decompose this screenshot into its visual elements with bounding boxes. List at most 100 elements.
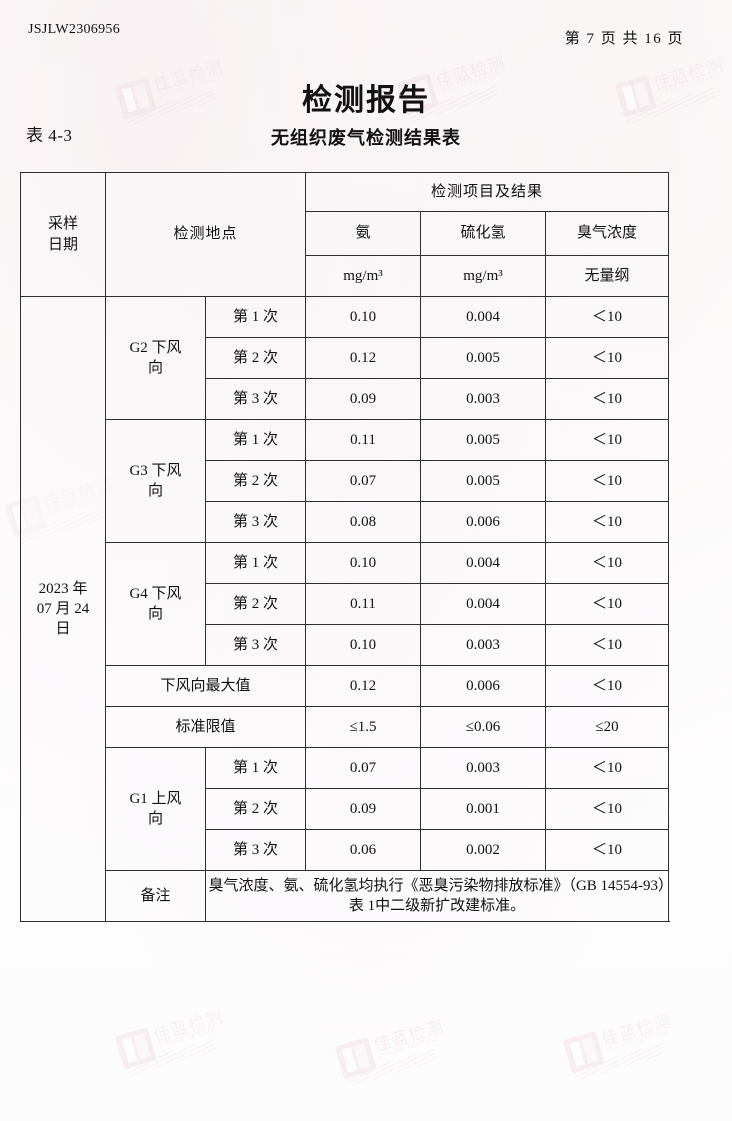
watermark-subtext: JIALAN TESTING	[378, 1035, 441, 1060]
cell-ammonia: 0.09	[305, 378, 422, 420]
cell-odor: ＜10	[545, 337, 670, 379]
cell-ammonia: 0.11	[305, 419, 422, 461]
sampling-date-line3: 日	[55, 621, 71, 638]
cell-ammonia: 0.06	[305, 829, 422, 871]
header-sampling-date: 采样 日期	[20, 172, 106, 297]
cell-odor: ＜10	[545, 624, 670, 666]
cell-odor: ＜10	[545, 419, 670, 461]
watermark-logo-icon	[334, 1037, 377, 1080]
table-row: 第 3 次 0.08 0.006 ＜10	[21, 501, 670, 543]
cell-run-label: 第 3 次	[204, 829, 307, 871]
table-row: 第 3 次 0.06 0.002 ＜10	[21, 829, 670, 871]
cell-h2s: 0.001	[420, 788, 547, 830]
watermark: 佳蓝检测 JIALAN TESTING	[562, 1011, 694, 1081]
cell-ammonia: 0.08	[305, 501, 422, 543]
cell-location-group-g3: G3 下风 向	[105, 419, 206, 543]
cell-odor: ＜10	[545, 665, 670, 707]
header-item-h2s: 硫化氢	[420, 211, 547, 256]
cell-odor: ＜10	[545, 542, 670, 584]
table-row: 第 2 次 0.12 0.005 ＜10	[21, 337, 670, 379]
header-sampling-date-line1: 采样	[47, 216, 78, 233]
table-row: G3 下风 向 第 1 次 0.11 0.005 ＜10	[21, 419, 670, 543]
header-item-odor: 臭气浓度	[545, 211, 670, 256]
group-g3-line1: G3 下风	[129, 462, 182, 479]
results-table-wrapper: 采样 日期 检测地点 检测项目及结果 氨 硫化氢 臭气浓度 mg/m³ mg/m…	[20, 172, 670, 922]
cell-h2s: 0.006	[420, 501, 547, 543]
watermark-text: 佳蓝检测	[599, 1011, 674, 1050]
cell-run-label: 第 1 次	[204, 542, 307, 584]
watermark-text: 佳蓝检测	[151, 1007, 226, 1046]
cell-odor: ＜10	[545, 378, 670, 420]
cell-h2s: 0.003	[420, 378, 547, 420]
group-g4-line2: 向	[147, 606, 163, 622]
cell-odor: ＜10	[545, 296, 670, 338]
cell-run-label: 第 3 次	[204, 624, 307, 666]
group-g2-line2: 向	[147, 360, 163, 376]
cell-run-label: 第 1 次	[204, 419, 307, 461]
cell-location-group-g1: G1 上风 向	[105, 747, 206, 871]
cell-ammonia: 0.12	[305, 665, 422, 707]
results-table: 采样 日期 检测地点 检测项目及结果 氨 硫化氢 臭气浓度 mg/m³ mg/m…	[20, 172, 670, 922]
watermark-subtext: JIALAN TESTING	[606, 1029, 669, 1054]
cell-run-label: 第 3 次	[204, 501, 307, 543]
table-row: G1 上风 向 第 1 次 0.07 0.003 ＜10	[21, 747, 670, 871]
cell-h2s: 0.003	[420, 747, 547, 789]
header-results-group: 检测项目及结果	[305, 172, 670, 212]
cell-downwind-max-label: 下风向最大值	[104, 665, 307, 707]
table-row-standard-limit: 标准限值 ≤1.5 ≤0.06 ≤20	[21, 706, 670, 748]
table-row: 2023 年 07 月 24 日 G2 下风 向 第 1 次 0.10 0.00…	[20, 296, 670, 922]
cell-ammonia: 0.07	[305, 460, 422, 502]
cell-run-label: 第 2 次	[204, 788, 307, 830]
header-unit-h2s: mg/m³	[420, 255, 547, 297]
cell-odor: ＜10	[545, 583, 670, 625]
table-subtitle: 无组织废气检测结果表	[271, 128, 461, 148]
cell-ammonia: 0.10	[305, 296, 422, 338]
cell-odor: ＜10	[545, 501, 670, 543]
page-indicator: 第 7 页 共 16 页	[564, 31, 684, 47]
table-header-row: 采样 日期 检测地点 检测项目及结果	[20, 172, 670, 297]
cell-h2s: 0.005	[420, 460, 547, 502]
header-unit-odor: 无量纲	[545, 255, 670, 297]
header-location: 检测地点	[104, 172, 307, 297]
sampling-date-line2: 07 月 24	[36, 600, 90, 617]
cell-run-label: 第 2 次	[204, 583, 307, 625]
cell-h2s: 0.006	[420, 665, 547, 707]
table-row: 第 2 次 0.11 0.004 ＜10	[21, 583, 670, 625]
cell-note-text: 臭气浓度、氨、硫化氢均执行《恶臭污染物排放标准》（GB 14554-93）表 1…	[204, 870, 670, 922]
watermark-stripes	[124, 1039, 217, 1077]
group-g1-line1: G1 上风	[129, 790, 182, 807]
watermark: 佳蓝检测 JIALAN TESTING	[334, 1017, 466, 1087]
table-label: 表 4-3	[26, 126, 73, 145]
cell-odor: ＜10	[545, 460, 670, 502]
table-row-note: 备注 臭气浓度、氨、硫化氢均执行《恶臭污染物排放标准》（GB 14554-93）…	[21, 870, 670, 922]
cell-run-label: 第 2 次	[204, 337, 307, 379]
cell-run-label: 第 2 次	[204, 460, 307, 502]
cell-h2s: 0.005	[420, 337, 547, 379]
table-row: 第 2 次 0.09 0.001 ＜10	[21, 788, 670, 830]
cell-note-label: 备注	[105, 870, 206, 922]
cell-odor: ＜10	[545, 829, 670, 871]
watermark-logo-icon	[114, 1027, 157, 1070]
cell-ammonia: 0.09	[305, 788, 422, 830]
cell-h2s: 0.002	[420, 829, 547, 871]
table-row: G4 下风 向 第 1 次 0.10 0.004 ＜10	[21, 542, 670, 666]
table-row: 第 2 次 0.07 0.005 ＜10	[21, 460, 670, 502]
cell-ammonia: 0.12	[305, 337, 422, 379]
cell-sampling-date: 2023 年 07 月 24 日	[20, 296, 106, 922]
cell-ammonia: 0.10	[305, 542, 422, 584]
group-g3-line2: 向	[147, 483, 163, 499]
watermark-text: 佳蓝检测	[371, 1017, 446, 1056]
page-title: 检测报告	[302, 84, 430, 117]
watermark-subtext: JIALAN TESTING	[158, 1025, 221, 1050]
group-g4-line1: G4 下风	[129, 585, 182, 602]
cell-odor: ＜10	[545, 747, 670, 789]
watermark-stripes	[572, 1043, 665, 1081]
cell-odor: ≤20	[545, 706, 670, 748]
cell-h2s: 0.004	[420, 296, 547, 338]
cell-h2s: 0.004	[420, 542, 547, 584]
cell-run-label: 第 3 次	[204, 378, 307, 420]
table-row: 第 3 次 0.09 0.003 ＜10	[21, 378, 670, 420]
cell-ammonia: 0.07	[305, 747, 422, 789]
cell-ammonia: ≤1.5	[305, 706, 422, 748]
